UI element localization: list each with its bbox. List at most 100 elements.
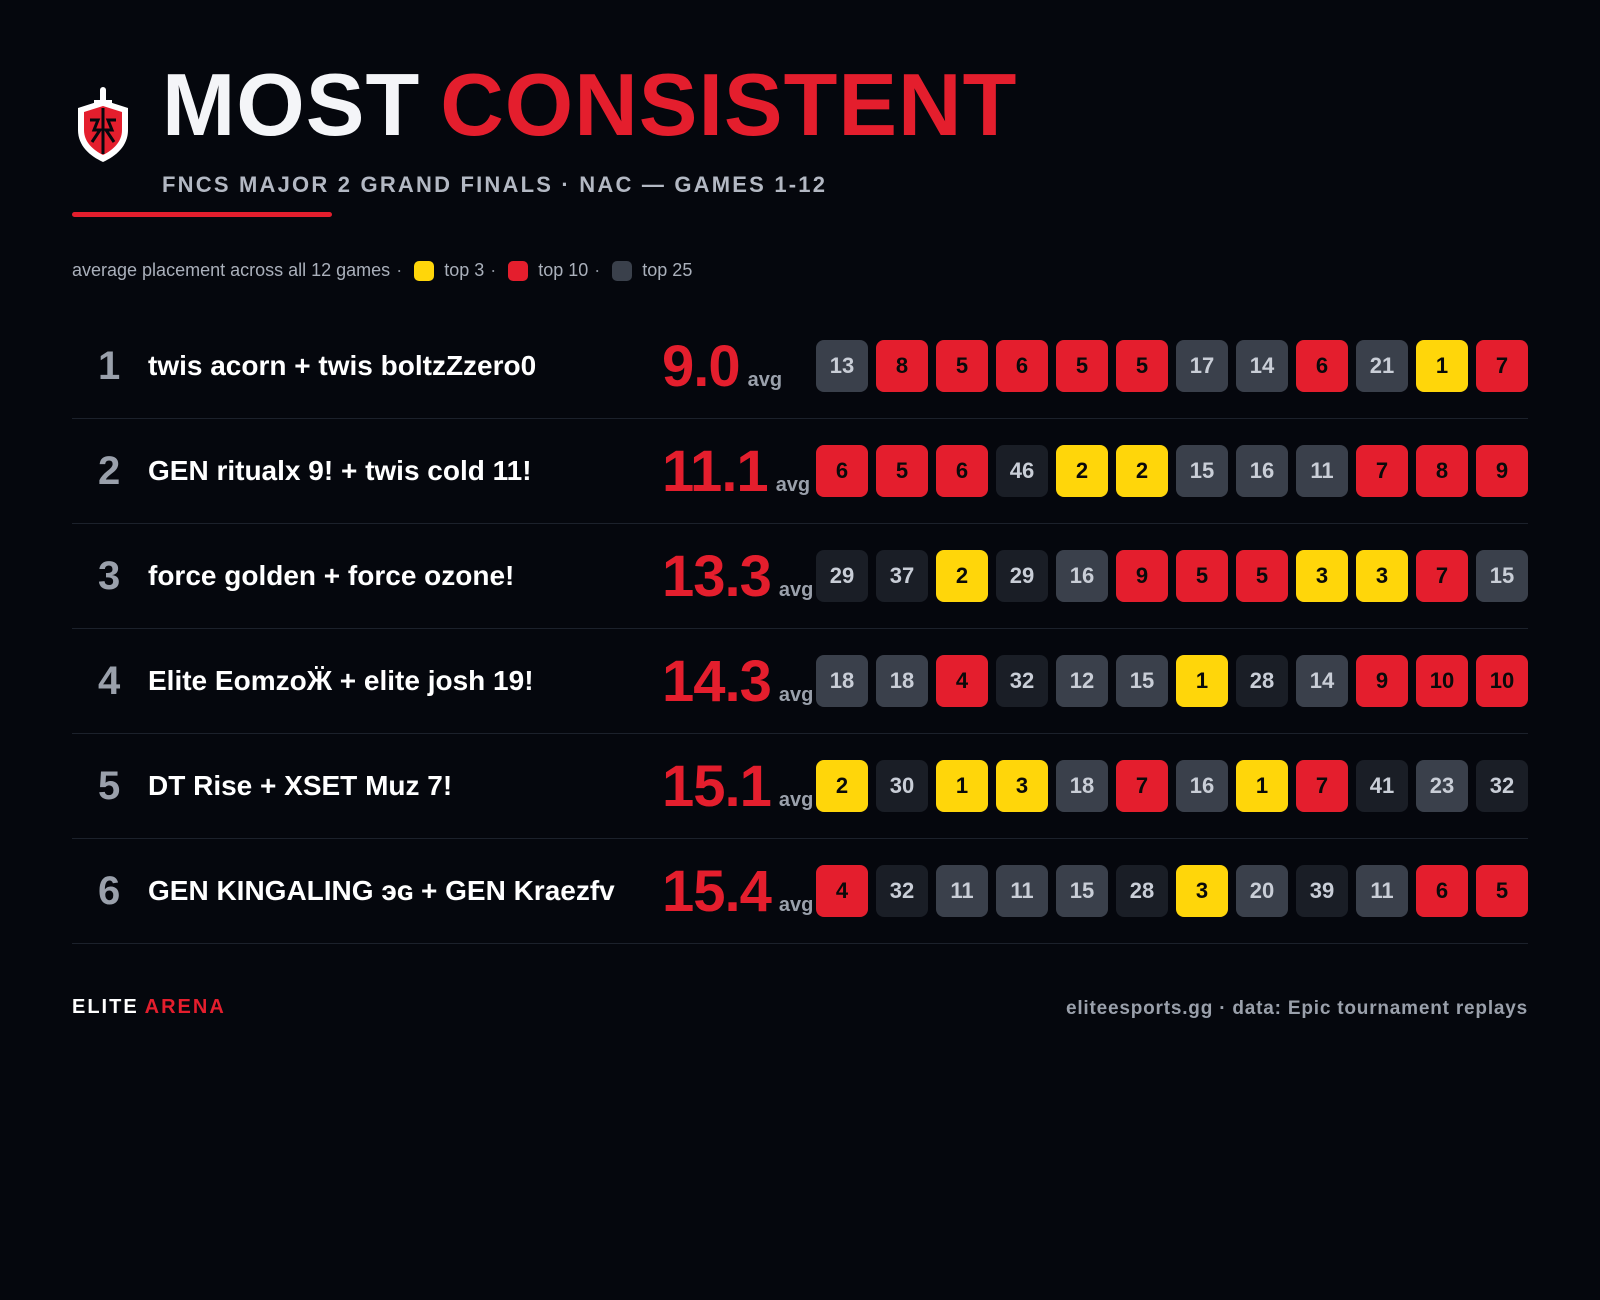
game-placement-cell: 28 — [1236, 655, 1288, 707]
game-placement-cell: 23 — [1416, 760, 1468, 812]
game-placements: 4 32 11 11 15 28 3 20 39 11 6 5 — [816, 865, 1528, 917]
game-placement-cell: 4 — [936, 655, 988, 707]
rank-number: 4 — [98, 658, 121, 703]
game-placement-cell: 4 — [816, 865, 868, 917]
accent-divider — [72, 212, 332, 217]
average-value: 14.3 — [662, 648, 772, 714]
game-placement-cell: 30 — [876, 760, 928, 812]
game-placement-cell: 5 — [1176, 550, 1228, 602]
game-placement-cell: 10 — [1416, 655, 1468, 707]
game-placement-cell: 11 — [936, 865, 988, 917]
game-placement-cell: 11 — [996, 865, 1048, 917]
table-row: 6 GEN KINGALING эɢ + GEN Kraezfv 15.4 avg 4 3… — [72, 839, 1528, 944]
game-placement-cell: 8 — [1416, 445, 1468, 497]
game-placement-cell: 13 — [816, 340, 868, 392]
leaderboard-table: 1 twis acorn + twis boltzZzero0 9.0 avg 13 8 5… — [72, 314, 1528, 944]
average-value: 13.3 — [662, 543, 772, 609]
game-placement-cell: 20 — [1236, 865, 1288, 917]
game-placement-cell: 3 — [1176, 865, 1228, 917]
game-placement-cell: 6 — [996, 340, 1048, 392]
legend-label-top3: top 3 — [444, 260, 485, 280]
footer-brand: ELITE ARENA — [72, 996, 226, 1019]
game-placement-cell: 32 — [1476, 760, 1528, 812]
rank-number: 2 — [98, 448, 121, 493]
game-placements: 6 5 6 46 2 2 15 16 11 7 8 9 — [816, 445, 1528, 497]
legend-label-top25: top 25 — [642, 260, 693, 280]
game-placements: 29 37 2 29 16 9 5 5 3 3 7 15 — [816, 550, 1528, 602]
game-placement-cell: 14 — [1296, 655, 1348, 707]
table-row: 2 GEN ritualx 9! + twis cold 11! 11.1 avg 6 5… — [72, 419, 1528, 524]
game-placement-cell: 3 — [1296, 550, 1348, 602]
game-placement-cell: 5 — [1476, 865, 1528, 917]
team-name: DT Rise + XSET Muz 7! — [148, 770, 453, 801]
average-placement: 14.3 avg — [662, 648, 813, 715]
table-row: 5 DT Rise + XSET Muz 7! 15.1 avg 2 30 1 3 18 7 16 1… — [72, 734, 1528, 839]
table-row: 3 force golden + force ozone! 13.3 avg 29 37 2… — [72, 524, 1528, 629]
game-placement-cell: 9 — [1476, 445, 1528, 497]
game-placement-cell: 10 — [1476, 655, 1528, 707]
legend-intro: average placement across all 12 games — [72, 260, 391, 280]
game-placement-cell: 18 — [816, 655, 868, 707]
game-placements: 18 18 4 32 12 15 1 28 14 9 10 10 — [816, 655, 1528, 707]
game-placement-cell: 6 — [1416, 865, 1468, 917]
game-placement-cell: 18 — [876, 655, 928, 707]
legend-swatch-top10 — [508, 260, 529, 281]
game-placement-cell: 15 — [1476, 550, 1528, 602]
average-placement: 15.4 avg — [662, 858, 813, 925]
average-label: avg — [747, 368, 783, 391]
table-row: 1 twis acorn + twis boltzZzero0 9.0 avg 13 8 5… — [72, 314, 1528, 419]
game-placement-cell: 5 — [1116, 340, 1168, 392]
game-placements: 2 30 1 3 18 7 16 1 7 41 23 32 — [816, 760, 1528, 812]
game-placement-cell: 17 — [1176, 340, 1228, 392]
shield-sword-logo-icon — [72, 86, 134, 166]
game-placement-cell: 2 — [936, 550, 988, 602]
game-placement-cell: 41 — [1356, 760, 1408, 812]
game-placement-cell: 1 — [936, 760, 988, 812]
game-placement-cell: 5 — [936, 340, 988, 392]
game-placement-cell: 7 — [1416, 550, 1468, 602]
game-placement-cell: 3 — [996, 760, 1048, 812]
game-placement-cell: 6 — [816, 445, 868, 497]
game-placement-cell: 2 — [1116, 445, 1168, 497]
average-label: avg — [778, 788, 814, 811]
game-placements: 13 8 5 6 5 5 17 14 6 21 1 7 — [816, 340, 1528, 392]
game-placement-cell: 5 — [1056, 340, 1108, 392]
average-value: 9.0 — [662, 333, 741, 399]
average-value: 11.1 — [662, 438, 769, 504]
game-placement-cell: 1 — [1176, 655, 1228, 707]
game-placement-cell: 8 — [876, 340, 928, 392]
average-placement: 11.1 avg — [662, 438, 810, 505]
page-subtitle: FNCS MAJOR 2 GRAND FINALS · NAC — GAMES … — [162, 172, 828, 197]
game-placement-cell: 12 — [1056, 655, 1108, 707]
game-placement-cell: 16 — [1236, 445, 1288, 497]
average-label: avg — [778, 578, 814, 601]
game-placement-cell: 18 — [1056, 760, 1108, 812]
team-name: force golden + force ozone! — [148, 560, 515, 591]
game-placement-cell: 5 — [1236, 550, 1288, 602]
game-placement-cell: 7 — [1116, 760, 1168, 812]
brand-part-elite: ELITE — [72, 996, 139, 1018]
rank-number: 3 — [98, 553, 121, 598]
footer-credit: eliteesports.gg · data: Epic tournament … — [1065, 998, 1528, 1019]
legend: average placement across all 12 games · … — [72, 260, 692, 281]
game-placement-cell: 16 — [1056, 550, 1108, 602]
legend-separator: · — [594, 260, 601, 280]
page-title: MOST CONSISTENT — [162, 60, 1017, 150]
game-placement-cell: 7 — [1356, 445, 1408, 497]
legend-separator: · — [396, 260, 403, 280]
game-placement-cell: 5 — [876, 445, 928, 497]
game-placement-cell: 37 — [876, 550, 928, 602]
legend-swatch-top25 — [612, 260, 633, 281]
team-name: Elite EomzoӜ + elite josh 19! — [148, 665, 534, 696]
rank-number: 5 — [98, 763, 121, 808]
game-placement-cell: 7 — [1296, 760, 1348, 812]
game-placement-cell: 11 — [1296, 445, 1348, 497]
game-placement-cell: 9 — [1356, 655, 1408, 707]
average-value: 15.4 — [662, 858, 772, 924]
game-placement-cell: 29 — [816, 550, 868, 602]
game-placement-cell: 15 — [1176, 445, 1228, 497]
title-part-consistent: CONSISTENT — [440, 55, 1018, 154]
game-placement-cell: 15 — [1116, 655, 1168, 707]
team-name: GEN KINGALING эɢ + GEN Kraezfv — [148, 875, 615, 906]
game-placement-cell: 2 — [1056, 445, 1108, 497]
